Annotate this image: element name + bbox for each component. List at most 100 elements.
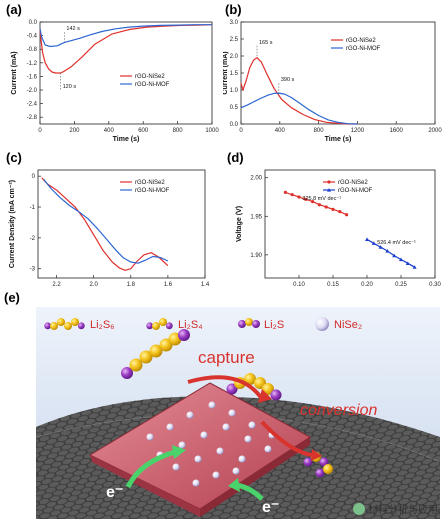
data-point (311, 200, 315, 204)
nise2-site (192, 479, 200, 487)
data-point (290, 193, 294, 197)
plot-frame (39, 21, 213, 125)
s-atom (323, 464, 333, 474)
conversion-label: conversion (300, 402, 377, 419)
chart-b: (b) 0 400 800 1200 1600 2000 0.0 0.5 1.0 1.5 2.0 2.5… (223, 2, 442, 143)
y-axis-label: Voltage (V) (236, 206, 243, 242)
y-tick-label: -2.4 (27, 102, 38, 108)
annotation-label: 390 s (281, 77, 295, 83)
s-atom (129, 358, 143, 372)
annotation-label: 526.4 mV dec⁻¹ (377, 240, 416, 246)
y-tick-label: 0.0 (29, 20, 38, 26)
y-axis-label: Current Density (mA cm⁻²) (9, 180, 16, 268)
scheme-legend: Li₂S₆ Li₂S₄ Li₂S NiSe₂ (44, 317, 362, 331)
x-tick-label: 1.8 (127, 282, 136, 288)
s-atom (50, 322, 58, 330)
x-tick-label: 400 (104, 128, 115, 134)
nise2-site (200, 431, 208, 439)
x-tick-label: 200 (69, 128, 80, 134)
li-atom (121, 367, 133, 379)
x-tick-label: 600 (138, 128, 149, 134)
electron-arrow-left (125, 449, 176, 489)
legend-label: rGO-NiSe2 (135, 74, 165, 80)
y-tick-label: 2.0 (230, 54, 239, 60)
nise2-legend-icon (315, 317, 329, 331)
plot-frame (37, 169, 206, 279)
data-point (371, 241, 376, 245)
li-atom (270, 389, 282, 401)
plot-frame (264, 169, 436, 279)
legend-formula: Li₂S₆ (90, 319, 115, 331)
panel-label-d: (d) (227, 150, 244, 165)
x-axis-label: Time (s) (113, 136, 140, 143)
chart-d: (d)0.100.150.200.250.301.901.952.00Log j… (227, 150, 441, 293)
data-point (405, 261, 410, 265)
legend-formula: Li₂S (264, 319, 284, 331)
nise2-site (208, 401, 216, 409)
y-axis-label: Current (mA) (223, 51, 229, 94)
x-axis-label: Time (s) (325, 136, 352, 143)
y-tick-label: 1.5 (230, 71, 239, 77)
data-point (399, 257, 403, 262)
data-point (324, 205, 328, 209)
li-atom (319, 457, 329, 467)
y-tick-label: 1.90 (250, 253, 262, 259)
y-tick-label: 1.95 (250, 214, 262, 220)
nise2-site (172, 463, 180, 471)
nise2-site (166, 423, 174, 431)
x-tick-label: 0 (239, 128, 243, 134)
legend-formula: Li₂S₄ (178, 319, 203, 331)
series-line-mof (43, 178, 169, 264)
x-tick-label: 2.0 (89, 282, 98, 288)
plot-frame (240, 21, 436, 125)
x-tick-label: 1200 (351, 128, 365, 134)
legend-label: rGO-NiSe2 (346, 38, 376, 44)
s-atom (139, 350, 153, 364)
chart-a: (a) 0 200 400 600 800 1000 0.0 -0.4 -0.8 -1.2 -1.6 -… (6, 2, 219, 143)
li-atom (303, 457, 313, 467)
panel-label-a: (a) (6, 2, 22, 17)
chart-c: (c)2.22.01.81.61.40-1-2-3Voltage (V)Curr… (6, 150, 210, 293)
annotation-label: 142 s (66, 26, 80, 32)
nise2-site (194, 455, 202, 463)
series-line-nise2 (240, 57, 358, 125)
capture-label: capture (198, 348, 255, 367)
nise2-nanosheet (88, 382, 311, 517)
legend-label: rGO-Ni-MOF (135, 82, 170, 88)
data-point (365, 237, 369, 242)
legend-marker (327, 180, 331, 184)
li-atom (252, 320, 260, 328)
y-tick-label: -1.6 (27, 74, 38, 80)
y-tick-label: -1 (30, 205, 36, 211)
capture-arrowhead (258, 389, 272, 403)
y-tick-label: -1.2 (27, 61, 38, 67)
y-tick-label: -2.8 (27, 115, 38, 121)
legend-marker (327, 188, 331, 192)
y-tick-label: -0.4 (27, 34, 38, 40)
x-tick-label: 2.2 (52, 282, 61, 288)
li-atom (178, 329, 190, 341)
li-atom (238, 320, 246, 328)
series-line-nise2 (41, 177, 169, 271)
series-line-nise2 (39, 24, 213, 74)
data-point (283, 190, 287, 194)
nise2-site (232, 467, 240, 475)
x-tick-label: 1600 (390, 128, 404, 134)
watermark-text: 材料分析与应用 (368, 505, 438, 516)
x-tick-label: 1000 (205, 128, 219, 134)
li-atom (146, 322, 154, 330)
li-atom (165, 322, 173, 330)
nise2-site (264, 445, 272, 453)
scheme-illustration: (e) Li₂S₆ Li₂S₄ Li₂S NiSe₂ capture conversi… (0, 287, 446, 522)
x-tick-label: 0.25 (395, 282, 407, 288)
capture-arrow (187, 375, 264, 401)
data-point (304, 197, 308, 201)
data-point (345, 213, 349, 217)
legend-formula: NiSe₂ (334, 319, 362, 331)
data-point (317, 203, 321, 207)
nise2-site (228, 409, 236, 417)
annotation-label: 120 s (63, 84, 77, 90)
y-tick-label: 0 (32, 174, 36, 180)
x-tick-label: 800 (314, 128, 325, 134)
conversion-arrow (260, 420, 313, 457)
